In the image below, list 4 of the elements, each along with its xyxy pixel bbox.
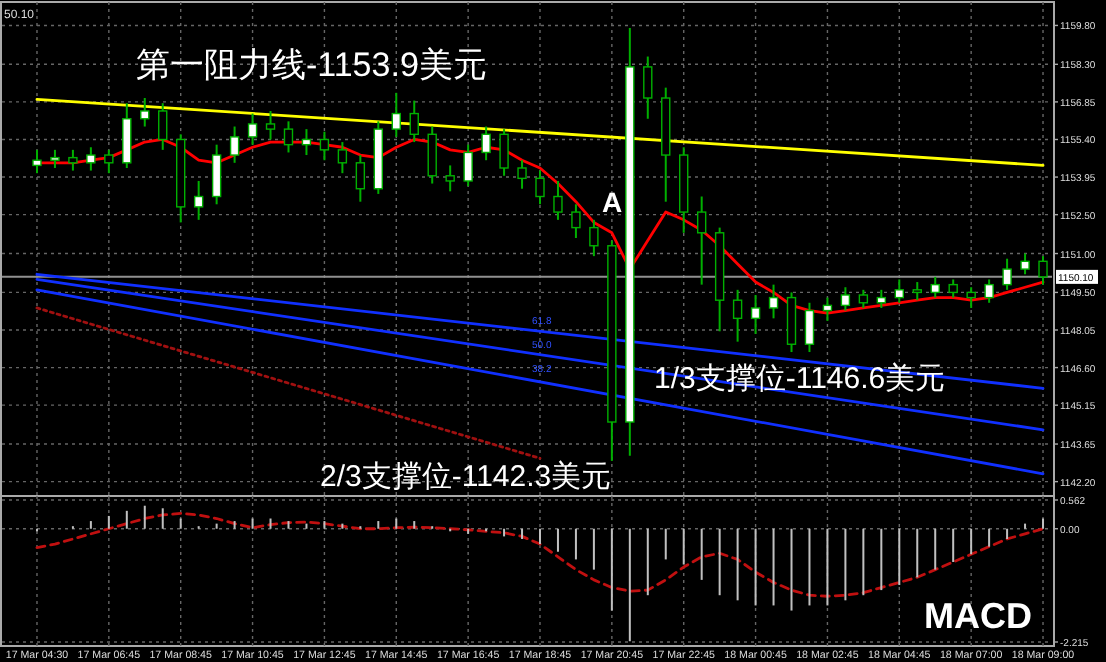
- annotation: A: [602, 186, 623, 218]
- annotation: 2/3支撑位-1142.3美元: [320, 460, 612, 494]
- annotation: 第一阻力线-1153.9美元: [136, 46, 487, 84]
- annotation: MACD: [924, 596, 1032, 636]
